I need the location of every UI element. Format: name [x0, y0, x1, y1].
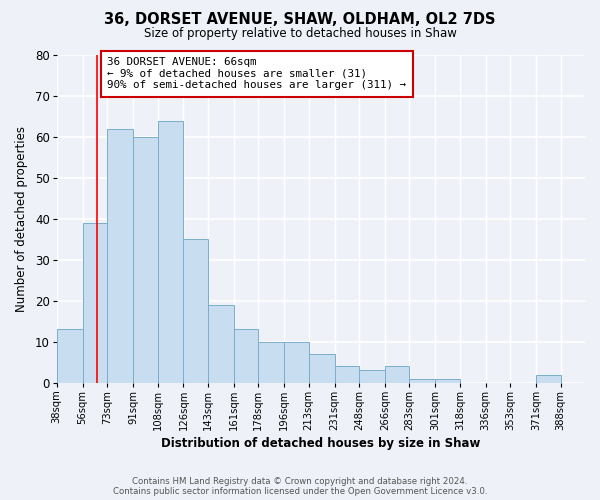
Bar [158, 120, 184, 382]
Bar [107, 128, 133, 382]
Bar [359, 370, 385, 382]
Bar [133, 137, 158, 382]
Bar [184, 240, 208, 382]
Bar [409, 378, 436, 382]
Text: Contains public sector information licensed under the Open Government Licence v3: Contains public sector information licen… [113, 487, 487, 496]
Text: 36, DORSET AVENUE, SHAW, OLDHAM, OL2 7DS: 36, DORSET AVENUE, SHAW, OLDHAM, OL2 7DS [104, 12, 496, 28]
Text: Contains HM Land Registry data © Crown copyright and database right 2024.: Contains HM Land Registry data © Crown c… [132, 477, 468, 486]
Bar [234, 330, 258, 382]
Text: 36 DORSET AVENUE: 66sqm
← 9% of detached houses are smaller (31)
90% of semi-det: 36 DORSET AVENUE: 66sqm ← 9% of detached… [107, 57, 406, 90]
Bar [308, 354, 335, 382]
Text: Size of property relative to detached houses in Shaw: Size of property relative to detached ho… [143, 28, 457, 40]
Bar [436, 378, 460, 382]
Bar [83, 223, 107, 382]
Bar [284, 342, 308, 382]
Bar [258, 342, 284, 382]
Bar [208, 305, 234, 382]
Bar [335, 366, 359, 382]
Bar [57, 330, 83, 382]
X-axis label: Distribution of detached houses by size in Shaw: Distribution of detached houses by size … [161, 437, 481, 450]
Bar [536, 374, 560, 382]
Bar [385, 366, 409, 382]
Y-axis label: Number of detached properties: Number of detached properties [15, 126, 28, 312]
